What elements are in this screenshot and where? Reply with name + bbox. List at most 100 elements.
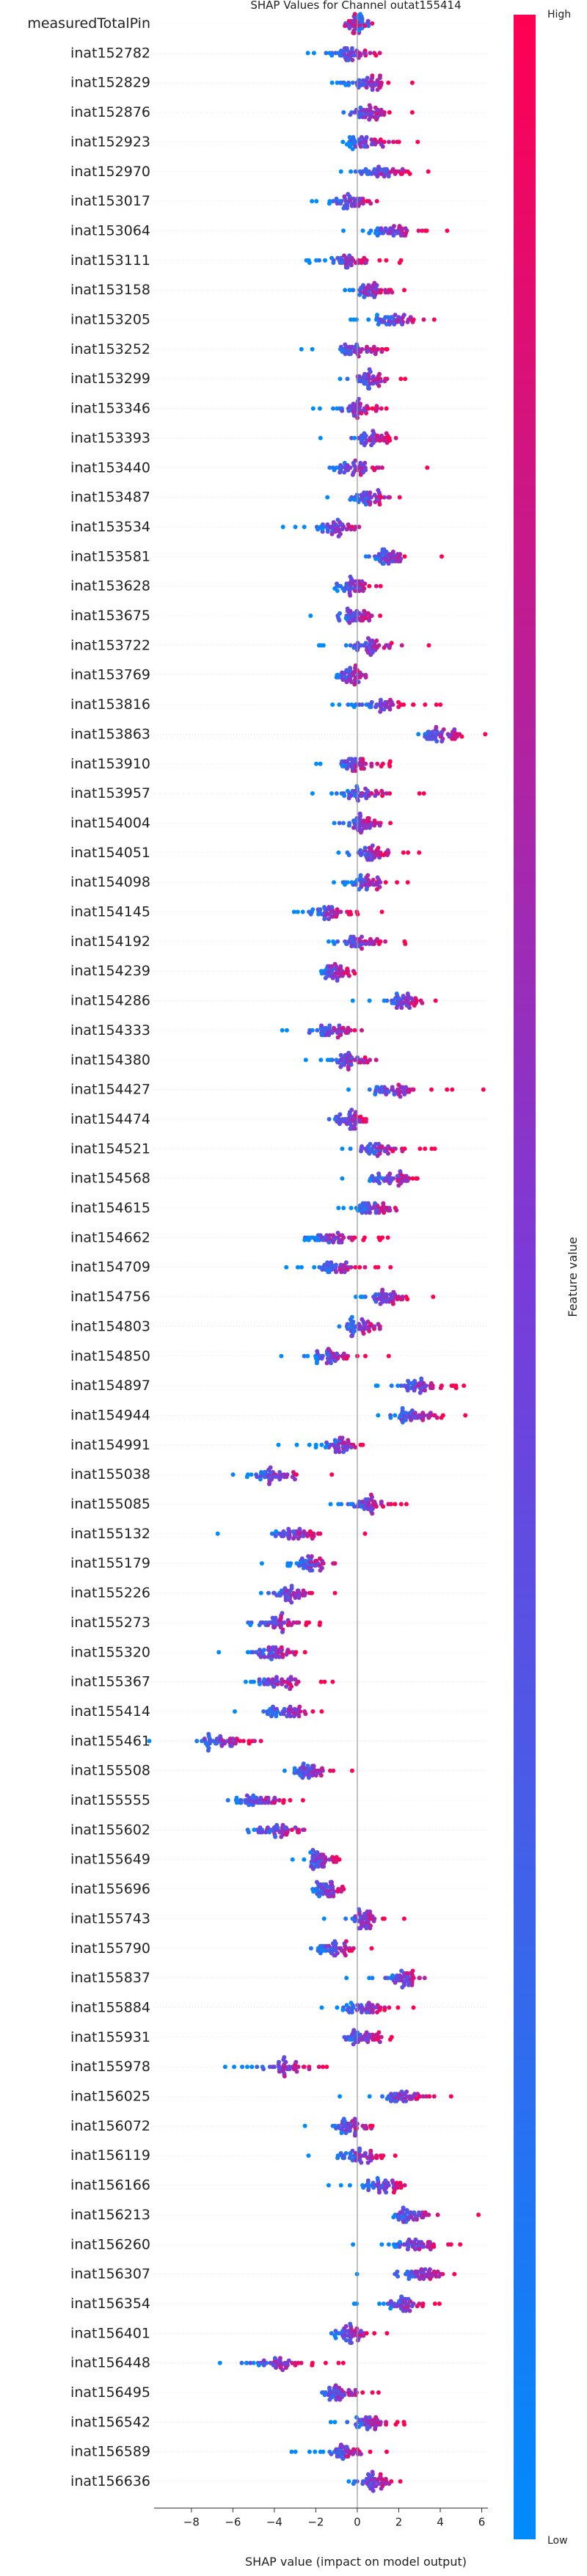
shap-point	[315, 1349, 320, 1354]
shap-point	[254, 1795, 259, 1800]
shap-point	[401, 1174, 406, 1179]
shap-point	[349, 46, 354, 51]
shap-point	[387, 764, 393, 768]
shap-point	[398, 2240, 402, 2245]
shap-point	[354, 139, 359, 145]
feature-label: inat155320	[70, 1644, 150, 1660]
shap-point	[395, 1178, 401, 1183]
shap-point	[376, 1322, 381, 1327]
shap-point	[358, 379, 363, 384]
shap-point	[361, 78, 365, 83]
shap-point	[367, 583, 372, 589]
shap-point	[408, 315, 413, 320]
shap-point	[404, 1411, 409, 1416]
shap-point	[376, 1413, 381, 1418]
feature-label: inat154427	[70, 1082, 150, 1098]
shap-point	[367, 2415, 372, 2420]
shap-point	[370, 1174, 375, 1179]
shap-point	[406, 2277, 412, 2281]
shap-point	[426, 729, 431, 735]
shap-point	[338, 2151, 343, 2155]
shap-point	[268, 1465, 273, 1470]
shap-point	[361, 1237, 366, 1242]
shap-point	[332, 1953, 337, 1958]
shap-point	[373, 352, 378, 357]
shap-point	[413, 2246, 418, 2252]
shap-point	[359, 2009, 364, 2015]
shap-point	[340, 677, 346, 683]
shap-point	[366, 317, 371, 322]
shap-point	[379, 788, 384, 793]
shap-point	[230, 1472, 236, 1477]
feature-label: inat155743	[70, 1910, 150, 1926]
shap-point	[349, 255, 354, 261]
shap-point	[351, 317, 357, 322]
shap-point	[350, 2148, 355, 2153]
shap-point	[338, 1052, 343, 1058]
feature-label: inat156166	[70, 2177, 150, 2194]
shap-point	[273, 1834, 278, 1839]
shap-point	[341, 110, 346, 115]
shap-point	[379, 764, 384, 768]
shap-point	[370, 2390, 375, 2395]
shap-point	[424, 2094, 429, 2099]
shap-point	[372, 1326, 376, 1331]
shap-point	[305, 1764, 310, 1769]
shap-point	[342, 793, 347, 798]
shap-point	[274, 1714, 279, 1719]
shap-point	[298, 1773, 303, 1778]
feature-label: inat156401	[70, 2325, 150, 2341]
shap-point	[381, 2302, 386, 2306]
shap-point	[376, 2190, 382, 2195]
shap-point	[337, 702, 342, 707]
shap-point	[294, 1681, 299, 1687]
shap-point	[297, 1527, 302, 1532]
shap-point	[341, 205, 346, 211]
shap-point	[347, 620, 352, 625]
shap-point	[286, 1536, 291, 1541]
shap-point	[398, 559, 403, 564]
shap-point	[377, 1237, 382, 1242]
shap-point	[340, 1233, 345, 1238]
shap-point	[284, 1684, 289, 1689]
shap-point	[296, 1830, 302, 1835]
shap-point	[343, 1916, 349, 1921]
shap-point	[277, 2358, 281, 2363]
shap-point	[387, 110, 392, 115]
shap-point	[412, 1003, 417, 1008]
shap-point	[375, 875, 380, 880]
shap-point	[341, 1887, 346, 1892]
shap-point	[265, 1825, 270, 1830]
shap-point	[395, 2005, 401, 2010]
shap-point	[381, 1201, 386, 1206]
shap-point	[334, 914, 339, 919]
shap-point	[306, 2153, 311, 2158]
shap-point	[363, 261, 368, 265]
shap-point	[401, 1178, 406, 1183]
shap-point	[262, 1474, 267, 1480]
shap-point	[361, 2417, 366, 2423]
shap-point	[262, 1654, 267, 1659]
shap-point	[385, 643, 390, 648]
shap-point	[365, 2426, 370, 2431]
shap-point	[262, 1681, 267, 1687]
shap-point	[371, 942, 376, 947]
shap-point	[349, 1314, 354, 1320]
shap-point	[440, 739, 445, 743]
shap-point	[386, 174, 391, 179]
shap-point	[399, 2294, 404, 2299]
shap-point	[398, 1502, 404, 1507]
shap-point	[338, 2094, 343, 2099]
shap-point	[275, 1825, 280, 1830]
shap-point	[383, 226, 388, 231]
shap-point	[331, 1240, 336, 1245]
shap-point	[379, 107, 384, 112]
shap-point	[340, 139, 346, 145]
shap-point	[323, 1445, 328, 1449]
shap-point	[448, 2242, 453, 2247]
feature-label: inat153487	[70, 490, 150, 506]
shap-point	[325, 529, 330, 534]
shap-point	[344, 142, 349, 147]
shap-point	[386, 1502, 391, 1507]
shap-point	[280, 1611, 285, 1616]
